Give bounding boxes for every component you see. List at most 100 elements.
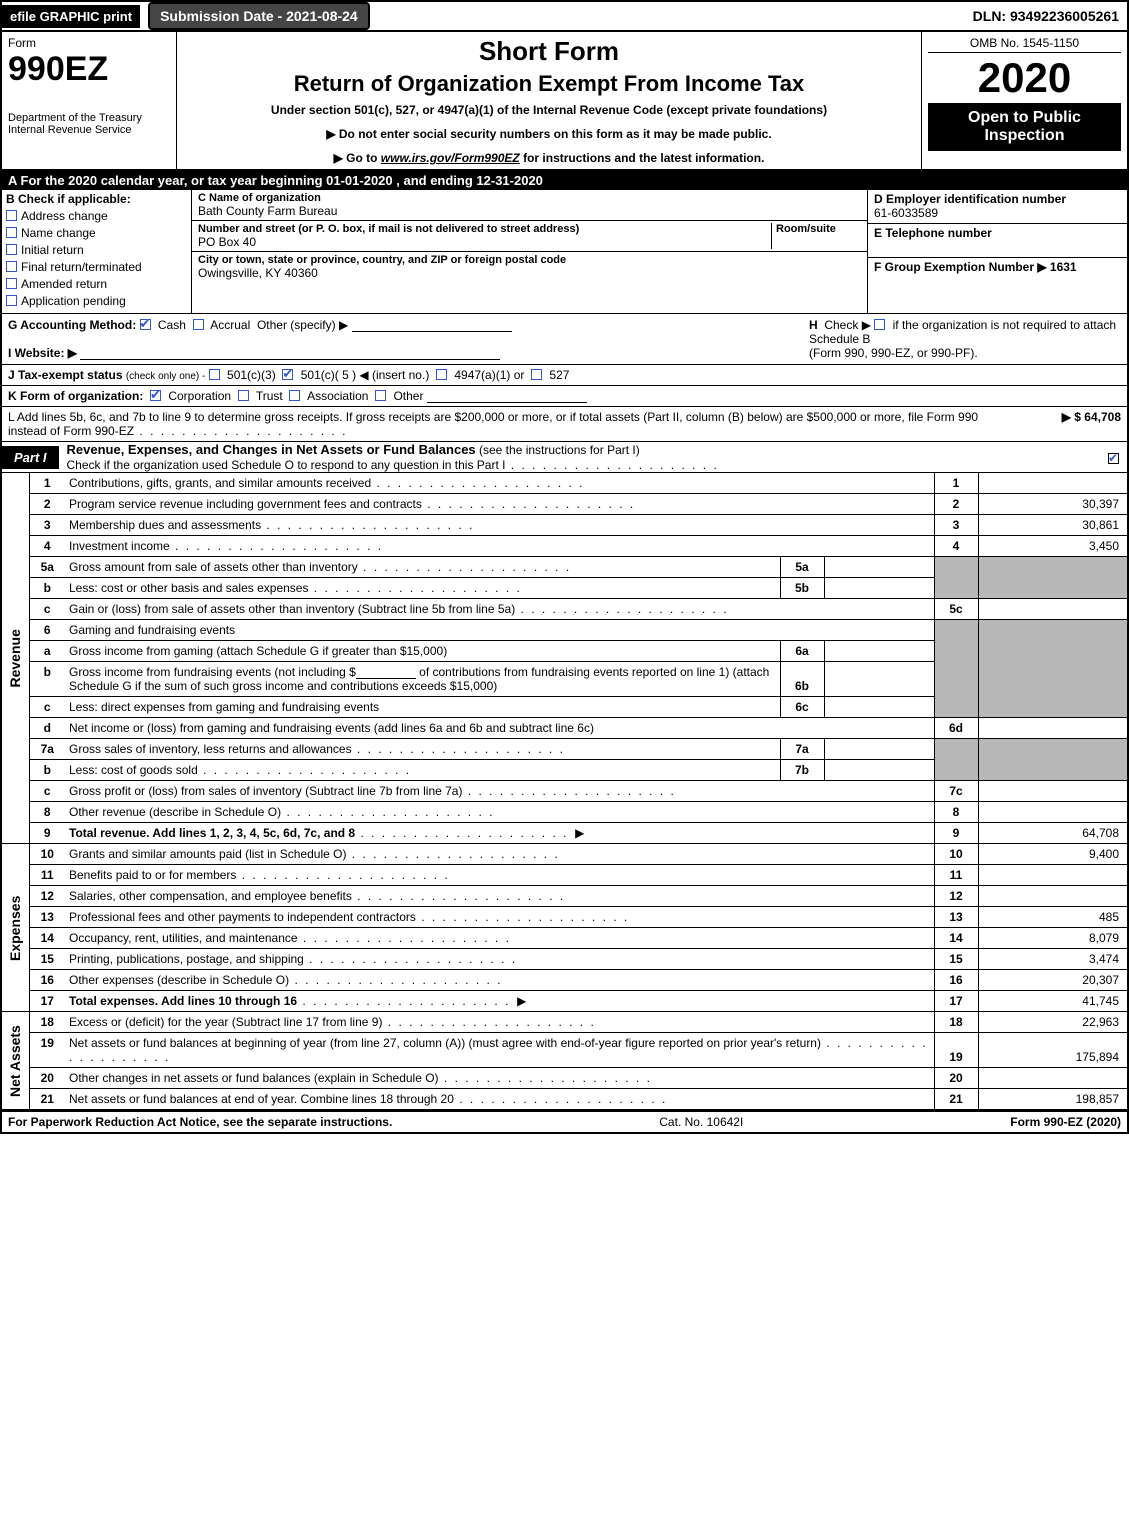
num: 12 <box>934 886 978 907</box>
num: 21 <box>934 1089 978 1110</box>
subnum: 6a <box>780 641 824 662</box>
chk-lbl-3: Final return/terminated <box>21 260 142 274</box>
table-row: 17 Total expenses. Add lines 10 through … <box>1 991 1128 1012</box>
amt: 8,079 <box>978 928 1128 949</box>
goto-pre: ▶ Go to <box>334 151 381 165</box>
desc: Excess or (deficit) for the year (Subtra… <box>65 1012 934 1033</box>
table-row: c Gain or (loss) from sale of assets oth… <box>1 599 1128 620</box>
chk-corp[interactable] <box>150 390 161 401</box>
submission-date-button[interactable]: Submission Date - 2021-08-24 <box>148 2 370 30</box>
num: 11 <box>934 865 978 886</box>
website-blank[interactable] <box>80 347 500 360</box>
subamt <box>824 662 934 697</box>
chk-lbl-0: Address change <box>21 209 108 223</box>
j-small: (check only one) - <box>126 371 205 382</box>
chk-address-change[interactable]: Address change <box>6 209 187 223</box>
desc: Professional fees and other payments to … <box>65 907 934 928</box>
num-grey <box>934 739 978 781</box>
num: 4 <box>934 536 978 557</box>
top-bar: efile GRAPHIC print Submission Date - 20… <box>0 0 1129 32</box>
schedule-table: Revenue 1 Contributions, gifts, grants, … <box>0 473 1129 1110</box>
chk-lbl-1: Name change <box>21 226 96 240</box>
table-row: Expenses 10 Grants and similar amounts p… <box>1 844 1128 865</box>
chk-amended-return[interactable]: Amended return <box>6 277 187 291</box>
chk-accrual[interactable] <box>193 319 204 330</box>
desc: Salaries, other compensation, and employ… <box>65 886 934 907</box>
amt: 485 <box>978 907 1128 928</box>
num: 19 <box>934 1033 978 1068</box>
chk-other-org[interactable] <box>375 390 386 401</box>
part1-header: Part I Revenue, Expenses, and Changes in… <box>0 442 1129 473</box>
c-street-lbl: Number and street (or P. O. box, if mail… <box>198 223 771 235</box>
part1-check[interactable] <box>1108 453 1119 464</box>
k-other-blank[interactable] <box>427 390 587 403</box>
ln: b <box>29 760 65 781</box>
chk-501c[interactable] <box>282 369 293 380</box>
ln: c <box>29 599 65 620</box>
chk-527[interactable] <box>531 369 542 380</box>
c-name-lbl: C Name of organization <box>198 192 861 204</box>
chk-initial-return[interactable]: Initial return <box>6 243 187 257</box>
amt <box>978 599 1128 620</box>
ln: c <box>29 781 65 802</box>
part1-label: Part I <box>2 446 59 469</box>
ssn-note: ▶ Do not enter social security numbers o… <box>185 127 913 141</box>
c-city-val: Owingsville, KY 40360 <box>198 266 861 280</box>
chk-name-change[interactable]: Name change <box>6 226 187 240</box>
efile-print-button[interactable]: efile GRAPHIC print <box>2 5 142 28</box>
amt: 3,450 <box>978 536 1128 557</box>
vlabel-expenses: Expenses <box>1 844 29 1012</box>
ln: 16 <box>29 970 65 991</box>
b-label: B Check if applicable: <box>6 192 187 206</box>
open-inspection: Open to Public Inspection <box>928 103 1121 151</box>
desc: Gross sales of inventory, less returns a… <box>65 739 780 760</box>
vlabel-netassets: Net Assets <box>1 1012 29 1110</box>
chk-cash[interactable] <box>140 319 151 330</box>
table-row: 5a Gross amount from sale of assets othe… <box>1 557 1128 578</box>
desc: Total expenses. Add lines 10 through 16 … <box>65 991 934 1012</box>
chk-application-pending[interactable]: Application pending <box>6 294 187 308</box>
amt <box>978 473 1128 494</box>
row-l: L Add lines 5b, 6c, and 7b to line 9 to … <box>0 407 1129 442</box>
f-lbl: F Group Exemption Number ▶ 1631 <box>874 260 1121 274</box>
subamt <box>824 578 934 599</box>
chk-final-return[interactable]: Final return/terminated <box>6 260 187 274</box>
row-g-h: G Accounting Method: Cash Accrual Other … <box>0 314 1129 365</box>
ln: 11 <box>29 865 65 886</box>
chk-trust[interactable] <box>238 390 249 401</box>
ln: c <box>29 697 65 718</box>
g-other-blank[interactable] <box>352 319 512 332</box>
chk-schedule-b[interactable] <box>874 319 885 330</box>
num: 1 <box>934 473 978 494</box>
subamt <box>824 641 934 662</box>
ln: 15 <box>29 949 65 970</box>
c-name-val: Bath County Farm Bureau <box>198 204 861 218</box>
amt: 9,400 <box>978 844 1128 865</box>
desc: Gross profit or (loss) from sales of inv… <box>65 781 934 802</box>
k-o4: Other <box>393 389 423 403</box>
row-k: K Form of organization: Corporation Trus… <box>0 386 1129 407</box>
chk-501c3[interactable] <box>209 369 220 380</box>
h-text1: Check ▶ <box>824 318 871 332</box>
amt <box>978 1068 1128 1089</box>
num: 3 <box>934 515 978 536</box>
section-b: B Check if applicable: Address change Na… <box>2 190 192 313</box>
footer-left: For Paperwork Reduction Act Notice, see … <box>8 1115 392 1129</box>
chk-assoc[interactable] <box>289 390 300 401</box>
desc: Net assets or fund balances at beginning… <box>65 1033 934 1068</box>
desc: Printing, publications, postage, and shi… <box>65 949 934 970</box>
subamt <box>824 557 934 578</box>
topbar-left: efile GRAPHIC print Submission Date - 20… <box>2 2 370 30</box>
k-o1: Corporation <box>168 389 231 403</box>
table-row: 19 Net assets or fund balances at beginn… <box>1 1033 1128 1068</box>
g-accrual: Accrual <box>210 318 250 332</box>
chk-4947[interactable] <box>436 369 447 380</box>
ln: 12 <box>29 886 65 907</box>
subnum: 5b <box>780 578 824 599</box>
irs-link[interactable]: www.irs.gov/Form990EZ <box>381 151 520 165</box>
desc: Gain or (loss) from sale of assets other… <box>65 599 934 620</box>
amt <box>978 802 1128 823</box>
amt <box>978 781 1128 802</box>
goto-post: for instructions and the latest informat… <box>520 151 765 165</box>
num: 6d <box>934 718 978 739</box>
